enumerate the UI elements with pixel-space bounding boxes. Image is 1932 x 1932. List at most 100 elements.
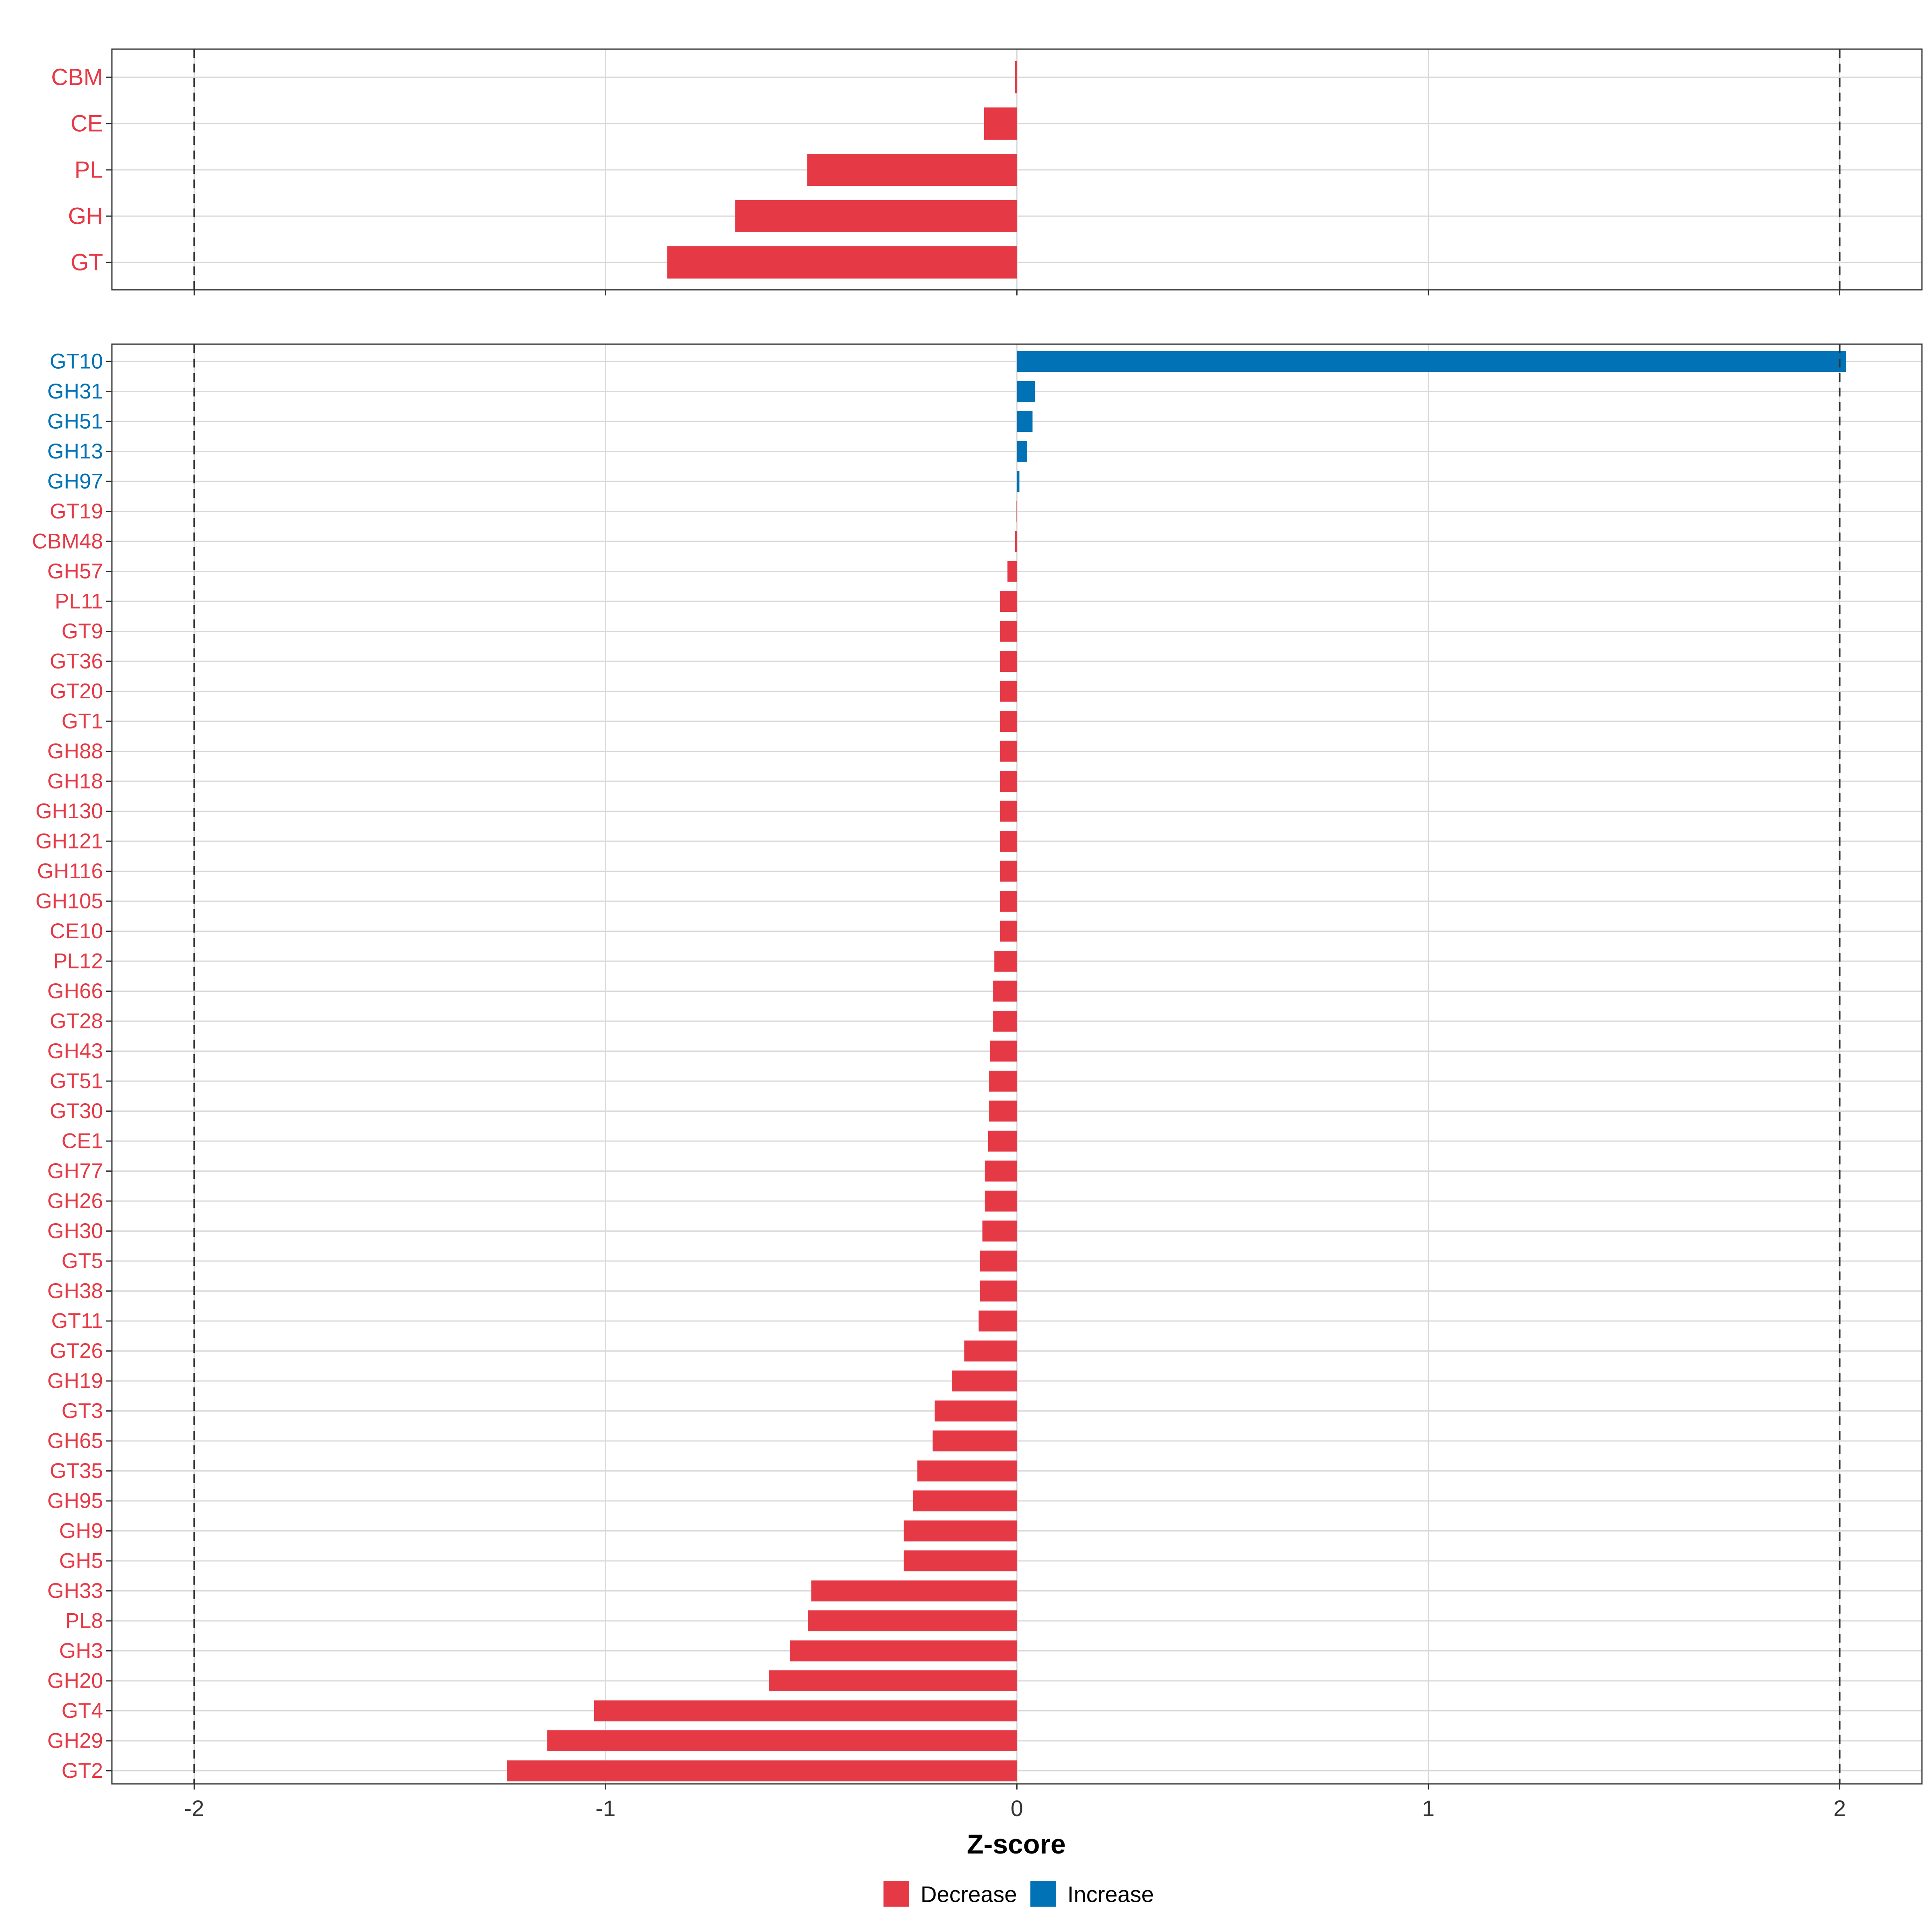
y-tick-label-gt36: GT36: [50, 650, 103, 673]
bar-gh5: [904, 1550, 1017, 1571]
y-tick-label-gh65: GH65: [47, 1429, 103, 1453]
bar-gt36: [1000, 651, 1017, 672]
bar-gt20: [1000, 681, 1017, 702]
bar-gh121: [1000, 831, 1017, 852]
bar-gh116: [1000, 861, 1017, 882]
bar-gh66: [993, 980, 1017, 1002]
x-axis: -2 -1 0 1 2: [184, 1796, 1846, 1821]
bar-pl12: [994, 951, 1017, 972]
y-tick-label-gh95: GH95: [47, 1489, 103, 1513]
bar-gt26: [964, 1340, 1017, 1362]
y-tick-label-pl12: PL12: [53, 949, 103, 973]
y-tick-label-gh13: GH13: [47, 440, 103, 463]
bar-gt2: [507, 1760, 1017, 1781]
x-tick-label: -2: [184, 1796, 204, 1821]
y-tick-label-gh5: GH5: [59, 1549, 103, 1573]
y-tick-label-cbm: CBM: [51, 64, 103, 91]
legend-label-decrease: Decrease: [921, 1882, 1017, 1907]
bar-gt9: [1000, 621, 1017, 642]
bar-gh26: [985, 1191, 1017, 1212]
y-tick-label-gh38: GH38: [47, 1279, 103, 1303]
legend-label-increase: Increase: [1067, 1882, 1154, 1907]
bar-gh19: [952, 1371, 1017, 1391]
bar-gt11: [978, 1311, 1017, 1331]
y-tick-label-gh105: GH105: [35, 890, 103, 913]
bar-gh33: [811, 1580, 1017, 1602]
bar-pl8: [808, 1610, 1017, 1631]
y-tick-label-ce: CE: [70, 111, 103, 137]
y-tick-label-gh66: GH66: [47, 979, 103, 1003]
legend-key-increase: [1030, 1881, 1056, 1907]
bar-cbm48: [1015, 531, 1017, 552]
bar-ce: [984, 107, 1017, 140]
y-tick-label-pl: PL: [74, 157, 103, 183]
y-tick-label-cbm48: CBM48: [32, 530, 103, 553]
bar-gh18: [1000, 771, 1017, 792]
bar-cbm: [1015, 61, 1017, 93]
y-tick-label-gt11: GT11: [51, 1309, 103, 1333]
y-tick-label-gt4: GT4: [62, 1699, 103, 1723]
x-tick-label: 2: [1833, 1796, 1846, 1821]
y-tick-label-gt5: GT5: [62, 1249, 103, 1273]
x-tick-label: 1: [1422, 1796, 1435, 1821]
bar-gh130: [1000, 801, 1017, 822]
y-tick-label-gh20: GH20: [47, 1669, 103, 1693]
bar-gt19: [1016, 501, 1017, 522]
y-tick-label-gh26: GH26: [47, 1189, 103, 1213]
bar-gt28: [993, 1011, 1017, 1032]
x-tick-label: 0: [1011, 1796, 1023, 1821]
y-tick-label-gt35: GT35: [50, 1459, 103, 1483]
bar-gh57: [1007, 561, 1017, 582]
y-tick-label-gh18: GH18: [47, 770, 103, 793]
y-tick-label-gh29: GH29: [47, 1729, 103, 1753]
bar-gt30: [989, 1100, 1017, 1122]
y-tick-label-gh77: GH77: [47, 1159, 103, 1183]
bar-gh95: [913, 1490, 1017, 1511]
y-tick-label-ce10: CE10: [50, 919, 103, 943]
legend-key-decrease: [883, 1881, 909, 1907]
y-tick-label-gt9: GT9: [62, 619, 103, 643]
y-tick-label-pl11: PL11: [55, 590, 103, 613]
bar-gh31: [1017, 381, 1035, 402]
y-tick-label-gh57: GH57: [47, 559, 103, 583]
bar-gh9: [904, 1520, 1017, 1542]
bar-ce1: [988, 1131, 1017, 1152]
y-tick-label-gt1: GT1: [62, 710, 103, 733]
y-tick-label-gt: GT: [70, 250, 103, 276]
bar-pl: [807, 154, 1017, 186]
bar-gh65: [932, 1430, 1017, 1451]
bar-gt51: [989, 1071, 1017, 1092]
x-axis-title: Z-score: [967, 1829, 1066, 1860]
y-tick-label-gh43: GH43: [47, 1039, 103, 1063]
bar-gh105: [1000, 891, 1017, 912]
bar-gh30: [982, 1220, 1017, 1242]
y-tick-label-gh97: GH97: [47, 470, 103, 493]
y-tick-label-gt20: GT20: [50, 679, 103, 703]
bar-gh3: [790, 1640, 1017, 1662]
y-tick-label-gh51: GH51: [47, 410, 103, 433]
bar-gh88: [1000, 741, 1017, 762]
y-tick-label-gt51: GT51: [50, 1069, 103, 1093]
legend: Decrease Increase: [883, 1881, 1154, 1907]
y-tick-label-gt3: GT3: [62, 1399, 103, 1423]
y-tick-label-gt10: GT10: [50, 350, 103, 374]
y-tick-label-gh116: GH116: [37, 859, 103, 883]
y-tick-label-gh130: GH130: [35, 799, 103, 823]
bar-gh20: [769, 1670, 1017, 1691]
y-tick-label-gh30: GH30: [47, 1219, 103, 1243]
y-tick-label-gt30: GT30: [50, 1099, 103, 1123]
y-tick-label-gt19: GT19: [50, 500, 103, 523]
bar-gh51: [1017, 411, 1033, 432]
bar-gt: [667, 246, 1017, 279]
y-tick-label-pl8: PL8: [65, 1609, 103, 1633]
y-tick-label-gh9: GH9: [59, 1519, 103, 1543]
bar-gh: [735, 200, 1017, 232]
y-tick-label-gt2: GT2: [62, 1759, 103, 1783]
y-tick-label-gh121: GH121: [35, 830, 103, 853]
bar-gh97: [1017, 471, 1020, 492]
bar-gh38: [980, 1280, 1017, 1302]
y-tick-label-gt26: GT26: [50, 1339, 103, 1363]
y-tick-label-ce1: CE1: [62, 1129, 103, 1153]
y-tick-label-gh33: GH33: [47, 1579, 103, 1603]
